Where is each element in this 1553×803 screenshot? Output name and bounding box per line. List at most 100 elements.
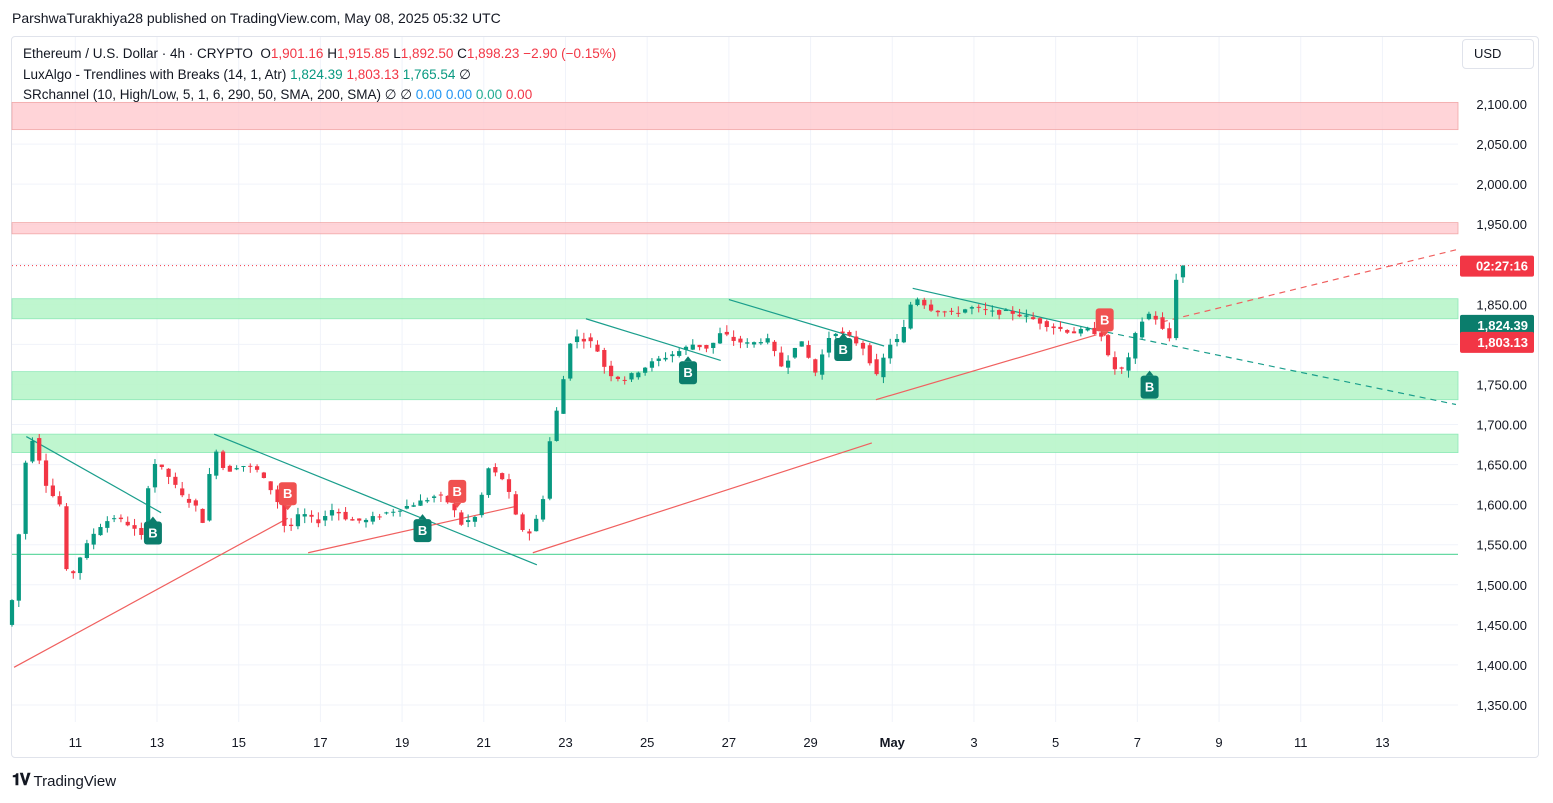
y-tick-label: 1,550.00 bbox=[1476, 538, 1527, 553]
x-tick-label: 29 bbox=[803, 735, 817, 750]
candle-up bbox=[152, 463, 158, 488]
candle-down bbox=[772, 341, 777, 352]
candle-down bbox=[336, 511, 341, 514]
candle-up bbox=[1078, 329, 1083, 334]
candle-up bbox=[1146, 313, 1152, 320]
candle-down bbox=[173, 476, 178, 485]
candle-down bbox=[275, 489, 280, 503]
signal-label: B bbox=[1145, 380, 1154, 395]
candle-up bbox=[404, 506, 409, 509]
tradingview-logo[interactable]: 𝟏𝐕 TradingView bbox=[12, 772, 116, 790]
candle-up bbox=[901, 326, 906, 343]
candle-down bbox=[500, 473, 505, 480]
candle-down bbox=[1112, 357, 1117, 370]
y-tick-label: 2,000.00 bbox=[1476, 177, 1527, 192]
candle-down bbox=[588, 337, 593, 342]
resistance-trendline bbox=[26, 436, 162, 514]
candle-up bbox=[690, 344, 695, 350]
signal-pointer bbox=[684, 356, 693, 362]
candle-down bbox=[309, 514, 314, 517]
candle-down bbox=[445, 495, 450, 503]
indicator-2-value-5: 0.00 bbox=[475, 87, 503, 102]
candle-down bbox=[697, 344, 702, 348]
signal-badge bbox=[143, 521, 162, 545]
support-trendline bbox=[13, 517, 289, 668]
candle-up bbox=[91, 533, 96, 545]
candle-up bbox=[643, 367, 648, 373]
candle-up bbox=[329, 510, 335, 516]
y-tick-label: 1,950.00 bbox=[1476, 217, 1527, 232]
legend-change: −2.90 (−0.15%) bbox=[523, 46, 617, 61]
candle-up bbox=[1085, 328, 1090, 331]
candle-down bbox=[956, 312, 961, 314]
lower-trend-tag-bg bbox=[1460, 331, 1534, 353]
signal-label: B bbox=[283, 486, 292, 501]
candle-up bbox=[472, 516, 478, 522]
candle-up bbox=[629, 373, 634, 380]
bullish-break-signal: B bbox=[143, 516, 162, 545]
resistance-trendline bbox=[585, 318, 721, 361]
candle-down bbox=[377, 516, 382, 518]
candle-up bbox=[990, 310, 995, 312]
candle-down bbox=[459, 512, 464, 525]
x-tick-label: 19 bbox=[395, 735, 409, 750]
legend-high-label: H bbox=[327, 46, 337, 61]
y-tick-label: 1,600.00 bbox=[1476, 498, 1527, 513]
candle-down bbox=[1092, 327, 1097, 335]
candle-down bbox=[867, 345, 872, 364]
candle-up bbox=[663, 357, 668, 360]
signal-badge bbox=[448, 479, 467, 503]
candle-down bbox=[186, 498, 192, 503]
indicator-2-name[interactable]: SRchannel (10, High/Low, 5, 1, 6, 290, 5… bbox=[23, 87, 381, 102]
candle-down bbox=[125, 521, 130, 526]
y-tick-label: 1,350.00 bbox=[1476, 698, 1527, 713]
candle-down bbox=[261, 472, 267, 478]
candle-down bbox=[254, 466, 260, 470]
legend-close: 1,898.23 bbox=[466, 46, 520, 61]
currency-button[interactable]: USD bbox=[1462, 39, 1534, 69]
candle-up bbox=[547, 441, 552, 499]
candle-down bbox=[602, 350, 607, 367]
candle-down bbox=[847, 331, 852, 336]
signal-badge bbox=[413, 519, 432, 543]
bearish-break-signal: B bbox=[278, 482, 297, 511]
candle-down bbox=[193, 500, 198, 506]
candle-up bbox=[391, 511, 396, 513]
tradingview-brand: TradingView bbox=[33, 772, 117, 790]
candle-down bbox=[595, 344, 600, 352]
bullish-break-signal: B bbox=[413, 514, 432, 543]
candle-down bbox=[159, 464, 164, 467]
signal-pointer bbox=[148, 516, 157, 522]
candle-down bbox=[282, 501, 287, 526]
candle-up bbox=[1133, 333, 1138, 359]
indicator-1-name[interactable]: LuxAlgo - Trendlines with Breaks (14, 1,… bbox=[23, 66, 287, 82]
legend-symbol-row: Ethereum / U.S. Dollar · 4h · CRYPTO O1,… bbox=[23, 44, 616, 65]
candle-up bbox=[554, 410, 559, 441]
lower-trend-tag: 1,803.13 bbox=[1460, 331, 1534, 353]
candle-up bbox=[826, 337, 832, 353]
indicator-2-value-4: 0.00 bbox=[445, 87, 473, 102]
candle-up bbox=[1174, 279, 1179, 339]
bullish-break-signal: B bbox=[679, 356, 698, 385]
candle-up bbox=[1180, 265, 1186, 278]
candle-down bbox=[132, 525, 137, 529]
candle-down bbox=[200, 508, 205, 523]
legend-symbol[interactable]: Ethereum / U.S. Dollar · 4h · CRYPTO bbox=[23, 46, 253, 61]
signal-pointer bbox=[1145, 370, 1154, 376]
bullish-break-signal: B bbox=[834, 333, 853, 362]
legend-open: 1,901.16 bbox=[270, 46, 324, 61]
candle-down bbox=[357, 518, 362, 521]
candle-down bbox=[1099, 332, 1104, 337]
candle-down bbox=[615, 376, 621, 380]
candle-up bbox=[649, 361, 655, 368]
support-trendline bbox=[532, 442, 873, 554]
candle-up bbox=[302, 514, 307, 517]
candle-up bbox=[745, 342, 750, 344]
candle-down bbox=[350, 519, 355, 521]
x-tick-label: 25 bbox=[640, 735, 654, 750]
candle-up bbox=[677, 351, 682, 356]
candle-down bbox=[779, 352, 784, 367]
x-tick-label: 27 bbox=[722, 735, 736, 750]
candle-up bbox=[1024, 315, 1029, 317]
